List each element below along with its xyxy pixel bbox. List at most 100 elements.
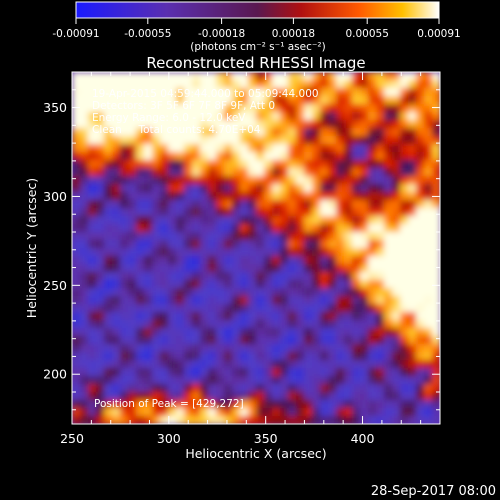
heatmap-cell <box>224 328 233 337</box>
heatmap-cell <box>424 184 433 193</box>
heatmap-cell <box>200 160 209 169</box>
heatmap-cell <box>144 192 153 201</box>
heatmap-cell <box>200 72 209 81</box>
heatmap-cell <box>128 344 137 353</box>
heatmap-cell <box>184 80 193 89</box>
heatmap-cell <box>128 144 137 153</box>
heatmap-cell <box>192 416 201 424</box>
heatmap-cell <box>368 328 377 337</box>
heatmap-cell <box>120 128 129 137</box>
heatmap-cell <box>208 344 217 353</box>
heatmap-cell <box>272 128 281 137</box>
heatmap-cell <box>136 200 145 209</box>
heatmap-cell <box>192 232 201 241</box>
heatmap-cell <box>136 192 145 201</box>
heatmap-cell <box>288 328 297 337</box>
heatmap-cell <box>288 392 297 401</box>
heatmap-cell <box>328 304 337 313</box>
heatmap-cell <box>136 208 145 217</box>
heatmap-cell <box>424 216 433 225</box>
heatmap-cell <box>144 416 153 424</box>
heatmap-cell <box>232 224 241 233</box>
heatmap-cell <box>200 280 209 289</box>
colorbar-ticks: -0.00091 -0.00055 -0.00018 0.00018 0.00055 0.… <box>52 18 461 40</box>
heatmap-cell <box>256 184 265 193</box>
heatmap-cell <box>328 328 337 337</box>
heatmap-cell <box>336 392 345 401</box>
heatmap-cell <box>176 360 185 369</box>
heatmap-cell <box>328 272 337 281</box>
heatmap-cell <box>288 160 297 169</box>
heatmap-cell <box>112 408 121 417</box>
heatmap-cell <box>392 248 401 257</box>
heatmap-cell <box>120 264 129 273</box>
heatmap-cell <box>200 112 209 121</box>
heatmap-cell <box>208 144 217 153</box>
heatmap-cell <box>104 224 113 233</box>
heatmap-cell <box>424 112 433 121</box>
heatmap-cell <box>104 72 113 81</box>
heatmap-cell <box>104 320 113 329</box>
heatmap-cell <box>320 408 329 417</box>
heatmap-cell <box>96 304 105 313</box>
heatmap-cell <box>104 288 113 297</box>
heatmap-cell <box>200 184 209 193</box>
heatmap-cell <box>120 416 129 424</box>
heatmap-cell <box>384 72 393 81</box>
heatmap-cell <box>120 256 129 265</box>
heatmap-cell <box>376 312 385 321</box>
heatmap-cell <box>336 296 345 305</box>
heatmap-cell <box>336 248 345 257</box>
heatmap-cell <box>216 392 225 401</box>
heatmap-cell <box>128 376 137 385</box>
heatmap-cell <box>72 264 81 273</box>
heatmap-cell <box>312 280 321 289</box>
heatmap-cell <box>392 264 401 273</box>
heatmap-cell <box>320 328 329 337</box>
heatmap-cell <box>352 152 361 161</box>
heatmap-cell <box>120 408 129 417</box>
heatmap-cell <box>144 80 153 89</box>
heatmap-cell <box>432 336 440 345</box>
heatmap-cell <box>416 296 425 305</box>
heatmap-cell <box>184 88 193 97</box>
heatmap-cell <box>120 296 129 305</box>
heatmap-cell <box>112 384 121 393</box>
heatmap-cell <box>184 288 193 297</box>
heatmap-cell <box>424 304 433 313</box>
heatmap-cell <box>424 392 433 401</box>
heatmap-cell <box>80 288 89 297</box>
heatmap-cell <box>224 120 233 129</box>
heatmap-cell <box>280 264 289 273</box>
heatmap-cell <box>232 344 241 353</box>
heatmap-cell <box>80 104 89 113</box>
heatmap-cell <box>120 344 129 353</box>
heatmap-cell <box>248 176 257 185</box>
heatmap-cell <box>144 296 153 305</box>
heatmap-cell <box>352 304 361 313</box>
heatmap-cell <box>432 232 440 241</box>
heatmap-cell <box>112 168 121 177</box>
heatmap-cell <box>160 88 169 97</box>
heatmap-cell <box>240 280 249 289</box>
heatmap-cell <box>184 120 193 129</box>
heatmap-cell <box>256 128 265 137</box>
heatmap-cell <box>320 152 329 161</box>
heatmap-cell <box>128 96 137 105</box>
heatmap-cell <box>304 328 313 337</box>
heatmap-cell <box>392 104 401 113</box>
heatmap-cell <box>72 200 81 209</box>
heatmap-cell <box>264 232 273 241</box>
heatmap-cell <box>320 312 329 321</box>
heatmap-cell <box>208 392 217 401</box>
heatmap-cell <box>160 336 169 345</box>
heatmap-cell <box>120 96 129 105</box>
heatmap-cell <box>112 232 121 241</box>
heatmap-cell <box>152 352 161 361</box>
heatmap-cell <box>184 144 193 153</box>
heatmap-cell <box>72 80 81 89</box>
heatmap-cell <box>152 120 161 129</box>
heatmap-cell <box>232 408 241 417</box>
heatmap-cell <box>80 184 89 193</box>
heatmap-cell <box>136 248 145 257</box>
